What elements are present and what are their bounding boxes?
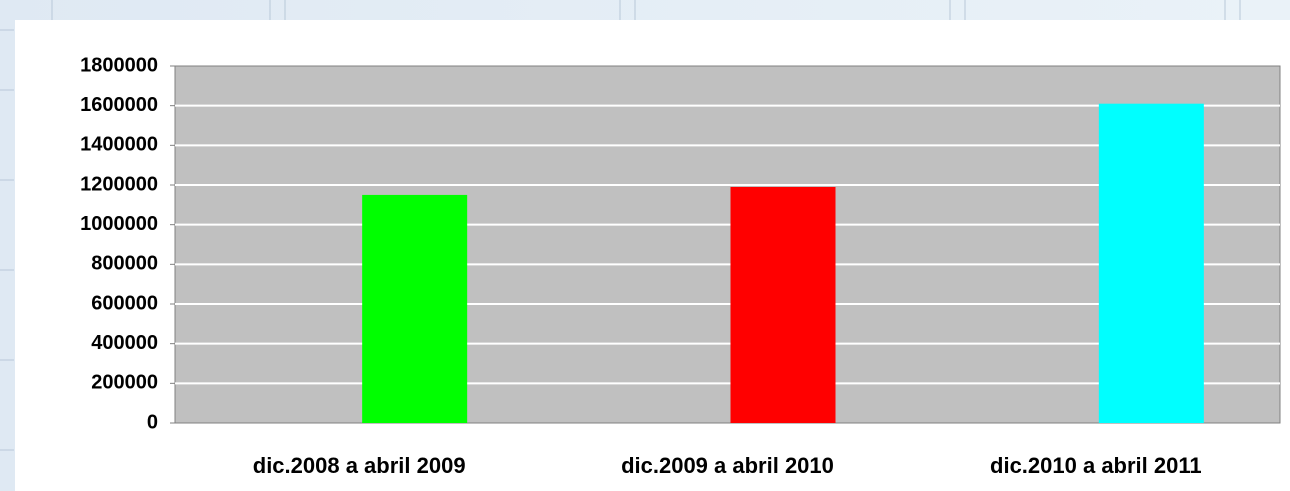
y-tick-label: 1600000 [80, 94, 158, 116]
y-tick-label: 800000 [91, 253, 158, 275]
y-tick-label: 400000 [91, 332, 158, 354]
sheet-lines [0, 0, 1241, 451]
y-tick-label: 1000000 [80, 213, 158, 235]
y-tick-label: 1800000 [80, 54, 158, 76]
x-tick-label: dic.2009 a abril 2010 [621, 453, 834, 478]
bar [730, 186, 836, 423]
plot-area [174, 65, 1281, 424]
y-tick-label: 1200000 [80, 173, 158, 195]
y-tick-label: 1400000 [80, 134, 158, 156]
y-tick-label: 200000 [91, 372, 158, 394]
y-tick-label: 0 [147, 411, 158, 433]
bar [362, 194, 468, 423]
x-tick-label: dic.2008 a abril 2009 [253, 453, 466, 478]
x-tick-label: dic.2010 a abril 2011 [990, 453, 1202, 478]
y-tick-label: 600000 [91, 292, 158, 314]
bar [1098, 103, 1204, 423]
